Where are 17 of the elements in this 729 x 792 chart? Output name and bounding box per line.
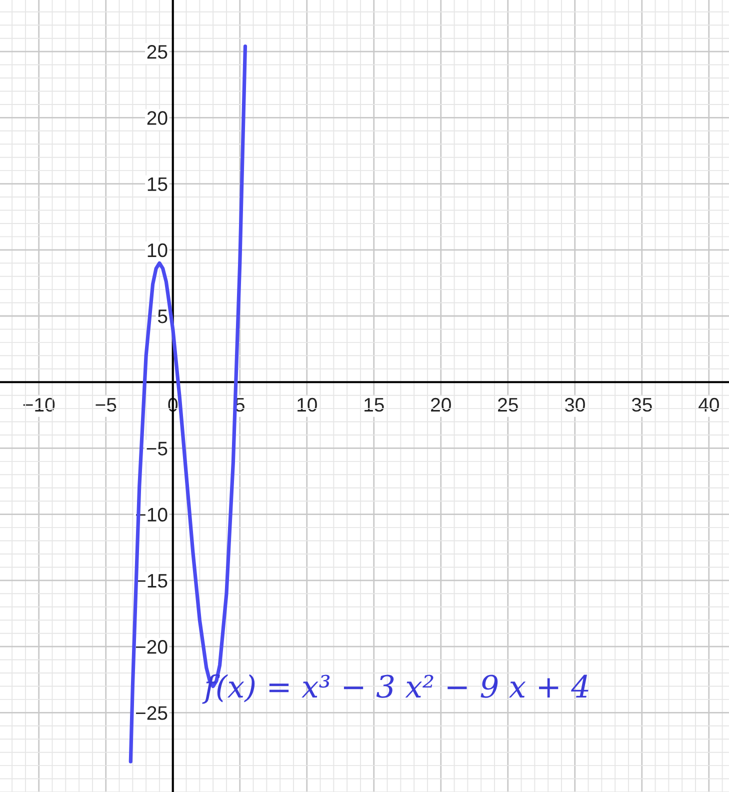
x-tick-label: 15 xyxy=(364,398,384,412)
x-tick-label: 20 xyxy=(431,398,451,412)
y-tick-label: 20 xyxy=(147,111,168,125)
x-tick-label: 25 xyxy=(498,398,518,412)
y-tick-label: 25 xyxy=(147,45,168,59)
x-tick-label: 35 xyxy=(632,398,652,412)
x-tick-label: −5 xyxy=(96,398,116,412)
y-tick-label: 5 xyxy=(158,310,168,324)
x-tick-label: 10 xyxy=(298,398,317,412)
x-tick-label: 40 xyxy=(698,398,719,412)
y-tick-label: −20 xyxy=(136,640,168,654)
annotation: f(x) = x³ − 3 x² − 9 x + 4 xyxy=(202,674,588,704)
y-tick-label: −5 xyxy=(146,442,168,456)
y-tick-label: 15 xyxy=(148,177,168,192)
y-tick-label: −25 xyxy=(136,706,168,720)
x-tick-label: 30 xyxy=(564,398,585,412)
y-tick-label: 10 xyxy=(148,243,168,258)
